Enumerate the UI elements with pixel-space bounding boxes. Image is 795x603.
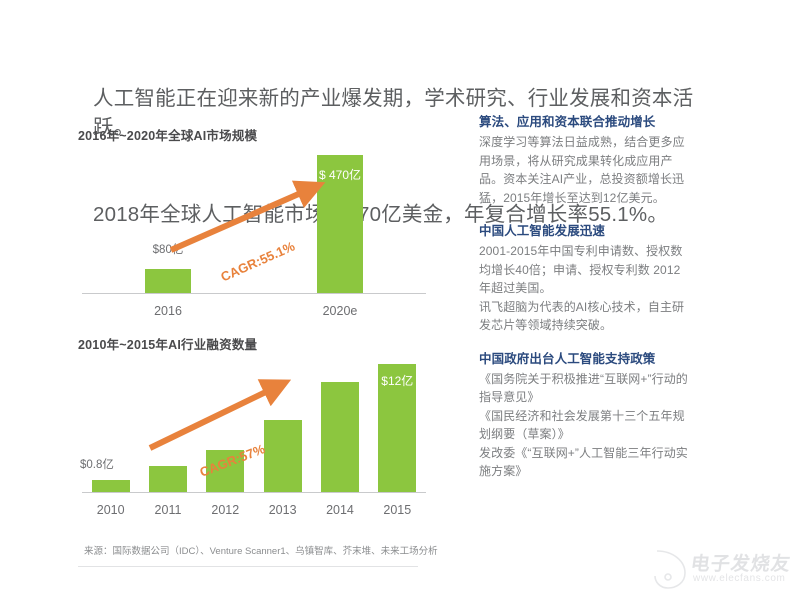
note-heading-china-development: 中国人工智能发展迅速 — [479, 224, 606, 238]
note-block-algorithms: 算法、应用和资本联合推动增长 深度学习等算法日益成熟，结合更多应用场景，将从研究… — [479, 113, 691, 207]
x-label-2012: 2012 — [211, 503, 240, 517]
chart-1-plot: $80亿 $ 470亿 CAGR:55.1% — [78, 151, 428, 294]
bar-2013 — [263, 420, 302, 492]
chart-2-bars: $0.8亿 $12亿 — [80, 360, 426, 492]
bar-2011 — [148, 466, 187, 492]
chart-1-bars: $80亿 $ 470亿 — [82, 151, 426, 293]
watermark-url: www.elecfans.com — [693, 573, 786, 584]
bar-value-label-2010: $0.8亿 — [80, 459, 114, 471]
bar-2010 — [91, 480, 130, 492]
chart-ai-funding-count: 2010年~2015年AI行业融资数量 $0.8亿 — [78, 334, 428, 519]
x-label-2013: 2013 — [268, 503, 297, 517]
note-paragraph: 2001-2015年中国专利申请数、授权数均增长40倍；申请、授权专利数 201… — [479, 244, 683, 295]
watermark-brand: 电子发烧友 — [689, 554, 793, 575]
note-paragraph: 深度学习等算法日益成熟，结合更多应用场景，将从研究成果转化成应用产品。资本关注A… — [479, 135, 685, 205]
bar-2012 — [206, 450, 245, 492]
notes-column: 算法、应用和资本联合推动增长 深度学习等算法日益成熟，结合更多应用场景，将从研究… — [479, 113, 691, 496]
x-label-2020e: 2020e — [322, 304, 358, 318]
bar-value-label-2015: $12亿 — [381, 374, 414, 388]
bar-slot-2012 — [197, 360, 254, 492]
bar-slot-2015: $12亿 — [369, 360, 426, 492]
bar-slot-2013 — [254, 360, 311, 492]
x-label-2015: 2015 — [383, 503, 412, 517]
chart-2-x-axis-labels: 2010 2011 2012 2013 2014 2015 — [82, 503, 426, 517]
chart-1-x-axis-labels: 2016 2020e — [82, 304, 426, 318]
bar-slot-2016: $80亿 — [82, 151, 254, 293]
note-body-government-policy: 《国务院关于积极推进“互联网+”行动的指导意见》 《国民经济和社会发展第十三个五… — [479, 370, 691, 481]
note-block-china-development: 中国人工智能发展迅速 2001-2015年中国专利申请数、授权数均增长40倍；申… — [479, 222, 691, 335]
chart-global-ai-market-size: 2016年~2020年全球AI市场规模 $80亿 $ 470亿 — [78, 125, 428, 320]
bar-2015 — [378, 364, 417, 492]
bar-2014 — [320, 382, 359, 492]
watermark-logo-icon — [654, 550, 686, 589]
x-label-2016: 2016 — [154, 304, 182, 318]
source-note: 来源：国际数据公司（IDC）、Venture Scanner1、乌镇智库、芥末堆… — [84, 546, 438, 557]
watermark: 电子发烧友 www.elecfans.com — [651, 545, 792, 597]
note-heading-algorithms: 算法、应用和资本联合推动增长 — [479, 115, 656, 129]
note-block-government-policy: 中国政府出台人工智能支持政策 《国务院关于积极推进“互联网+”行动的指导意见》 … — [479, 350, 691, 481]
chart-2-plot: $0.8亿 $12亿 — [78, 360, 428, 493]
x-label-2011: 2011 — [154, 503, 182, 517]
source-divider — [78, 566, 418, 567]
bar-slot-2020e: $ 470亿 — [254, 151, 426, 293]
bar-slot-2011 — [139, 360, 196, 492]
x-label-2014: 2014 — [326, 503, 354, 517]
note-paragraph: 发改委《“互联网+”人工智能三年行动实 施方案》 — [479, 445, 688, 479]
bar-2020e — [317, 155, 363, 293]
note-paragraph: 《国务院关于积极推进“互联网+”行动的指导意见》 — [479, 371, 688, 405]
note-paragraph: 讯飞超脑为代表的AI核心技术，自主研发芯片等领域持续突破。 — [479, 299, 685, 333]
chart-1-axis-line — [82, 293, 426, 294]
note-heading-government-policy: 中国政府出台人工智能支持政策 — [479, 351, 656, 366]
charts-column: 2016年~2020年全球AI市场规模 $80亿 $ 470亿 — [78, 125, 428, 525]
chart-2-axis-line — [82, 492, 426, 493]
bar-slot-2010: $0.8亿 — [80, 360, 139, 492]
chart-2-title: 2010年~2015年AI行业融资数量 — [78, 338, 258, 352]
bar-value-label-2020e: $ 470亿 — [318, 168, 362, 182]
note-body-china-development: 2001-2015年中国专利申请数、授权数均增长40倍；申请、授权专利数 201… — [479, 242, 691, 335]
bar-value-label-2016: $80亿 — [152, 244, 184, 256]
bar-slot-2014 — [311, 360, 368, 492]
x-label-2010: 2010 — [96, 503, 125, 517]
note-paragraph: 《国民经济和社会发展第十三个五年规划纲要（草案）》 — [479, 408, 685, 442]
chart-1-title: 2016年~2020年全球AI市场规模 — [78, 129, 258, 143]
headline-line-1: 人工智能正在迎来新的产业爆发期，学术研究、行业发展和资本活跃。 — [93, 87, 694, 139]
bar-2016 — [145, 269, 191, 293]
note-body-algorithms: 深度学习等算法日益成熟，结合更多应用场景，将从研究成果转化成应用产品。资本关注A… — [479, 133, 691, 207]
